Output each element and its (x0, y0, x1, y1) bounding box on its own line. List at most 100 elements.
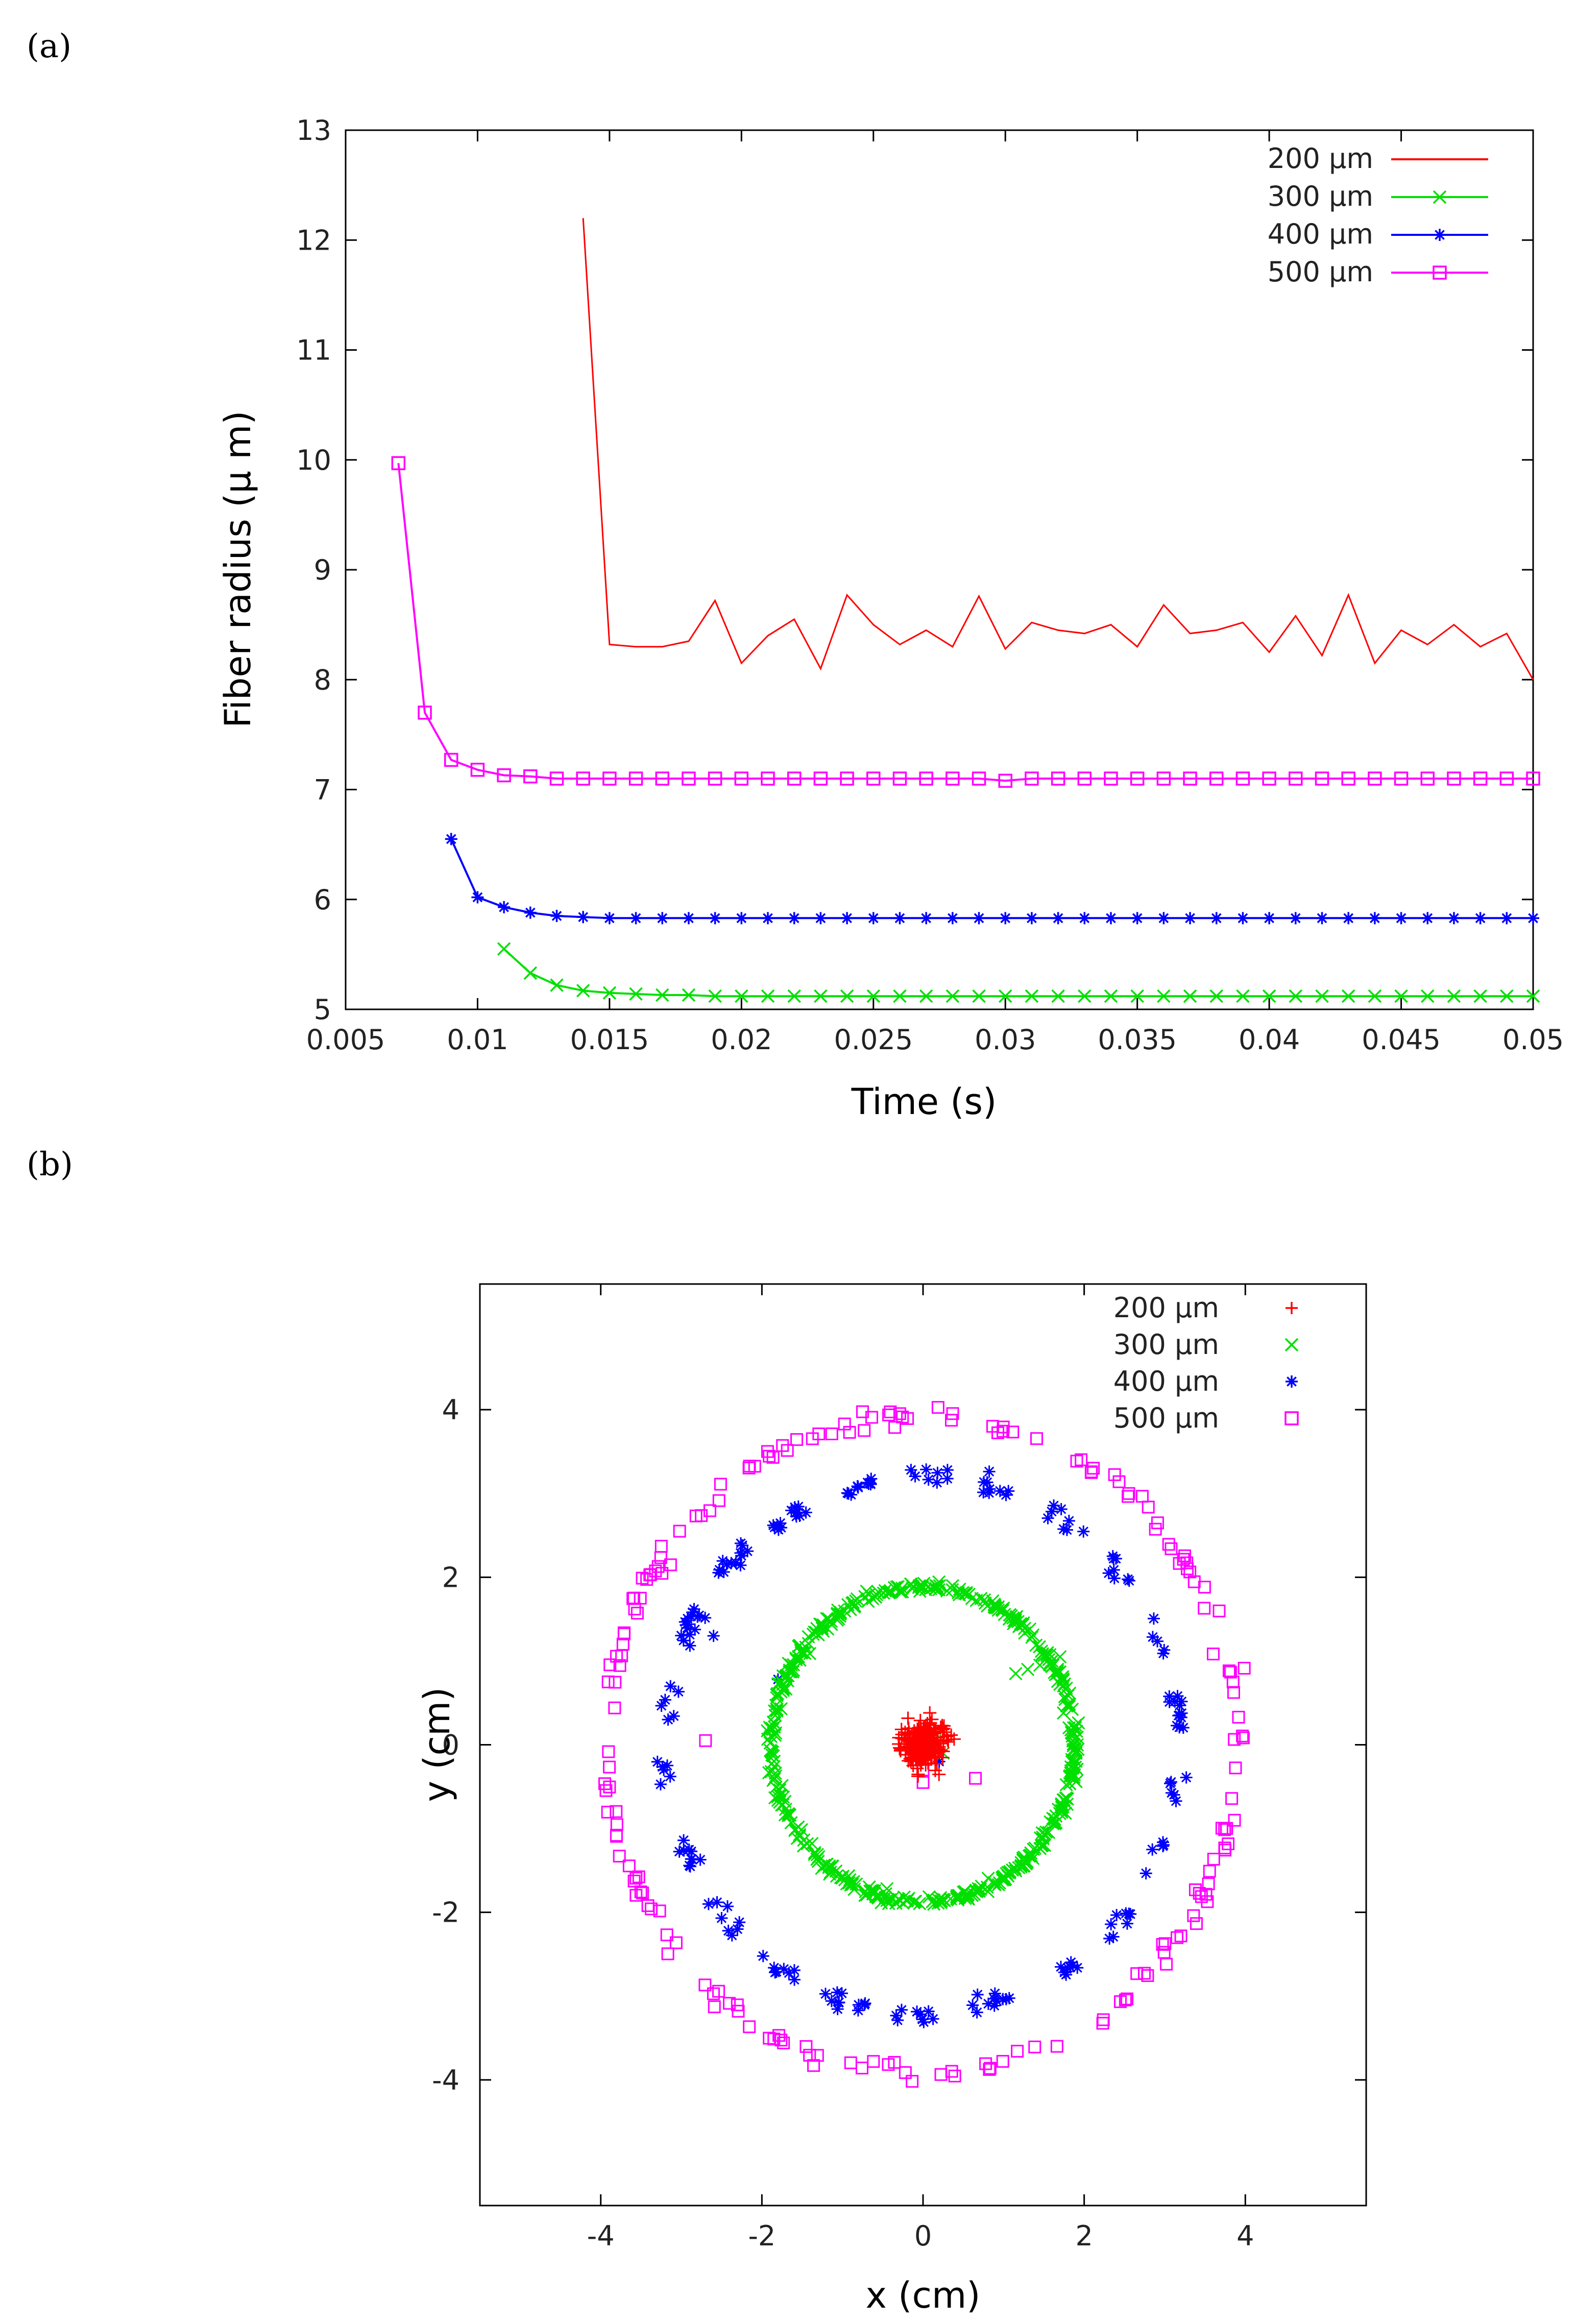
data-point (1526, 771, 1540, 786)
panel-label-b: (b) (27, 1146, 73, 1183)
data-point (965, 1889, 979, 1902)
data-point (707, 1630, 720, 1642)
data-point (656, 912, 669, 925)
data-point (959, 1586, 973, 1600)
data-point (418, 706, 432, 720)
series-400-line (450, 838, 1533, 919)
data-point (667, 1710, 680, 1723)
data-point (763, 1449, 776, 1463)
data-point (958, 1884, 972, 1899)
data-point (608, 1701, 621, 1714)
data-point (1222, 1664, 1235, 1678)
x-tick-label: 2 (1075, 2220, 1093, 2252)
data-point (941, 1472, 954, 1485)
data-point (1203, 1865, 1216, 1878)
series-200-line (582, 218, 1534, 681)
data-point (1175, 1711, 1187, 1724)
data-point (610, 1829, 623, 1842)
data-point (757, 1950, 769, 1963)
data-point (1087, 1462, 1100, 1475)
data-point (884, 1405, 897, 1418)
data-point (656, 1760, 669, 1773)
data-point (1236, 912, 1249, 925)
data-point (1056, 1793, 1070, 1807)
chart-b-x-tick-labels: -4 -2 0 2 4 (587, 2220, 1254, 2252)
data-point (928, 1763, 942, 1777)
data-point (1342, 912, 1355, 925)
data-point (1033, 1831, 1047, 1845)
data-point (1201, 1895, 1214, 1908)
data-point (673, 1845, 686, 1858)
data-point (743, 1460, 756, 1473)
data-point (577, 911, 590, 924)
data-point (912, 1741, 926, 1755)
x-tick-label: 0.04 (1239, 1024, 1300, 1056)
data-point (831, 1986, 843, 1999)
data-point (669, 1936, 683, 1949)
data-point (1011, 2045, 1024, 2058)
data-point (1122, 1573, 1134, 1586)
data-point (933, 1755, 945, 1768)
data-point (1057, 1522, 1070, 1535)
data-point (881, 1585, 895, 1599)
data-point (629, 1889, 643, 1902)
data-point (598, 1777, 612, 1790)
data-point (660, 1928, 673, 1942)
data-point (649, 1564, 662, 1578)
data-point (770, 1966, 783, 1978)
data-point (601, 1805, 614, 1819)
data-point (906, 1734, 919, 1748)
data-point (1173, 1699, 1186, 1712)
data-point (978, 1596, 992, 1610)
data-point (815, 1621, 829, 1635)
data-point (971, 1988, 984, 2001)
data-point (941, 1735, 955, 1749)
data-point (691, 1610, 704, 1623)
data-point (636, 1571, 649, 1585)
data-point (931, 1401, 944, 1414)
data-point (1213, 1604, 1226, 1617)
data-point (1053, 1678, 1067, 1691)
data-point (813, 771, 828, 786)
data-point (664, 1558, 677, 1571)
data-point (712, 1984, 725, 1998)
data-point (1107, 1563, 1120, 1576)
data-point (684, 1639, 696, 1652)
data-point (771, 1687, 785, 1701)
data-point (733, 1916, 746, 1929)
data-point (1225, 1792, 1239, 1805)
data-point (805, 1836, 819, 1851)
data-point (1137, 1967, 1151, 1980)
data-point (1289, 771, 1303, 786)
data-point (654, 1540, 668, 1553)
data-point (523, 769, 538, 784)
data-point (654, 1551, 667, 1564)
data-point (862, 1478, 875, 1490)
data-point (1048, 1665, 1061, 1680)
data-point (688, 1603, 700, 1615)
data-point (801, 1837, 814, 1851)
data-point (893, 1585, 907, 1599)
data-point (721, 1900, 734, 1913)
data-point (1341, 989, 1355, 1003)
data-point (1189, 1883, 1202, 1897)
data-point (694, 1853, 707, 1866)
data-point (1042, 1658, 1057, 1672)
data-point (892, 771, 907, 786)
data-point (928, 1749, 942, 1763)
data-point (497, 942, 511, 956)
data-point (1210, 912, 1223, 925)
chart-b-y-axis-title: y (cm) (416, 1687, 458, 1802)
chart-a-x-tick-labels: 0.005 0.01 0.015 0.02 0.025 0.03 0.035 0… (306, 1024, 1564, 1056)
data-point (629, 912, 642, 925)
data-point (929, 1579, 943, 1592)
data-point (1184, 912, 1197, 925)
data-point (945, 1414, 958, 1427)
chart-a-x-axis-title: Time (s) (851, 1081, 997, 1123)
data-point (946, 912, 959, 925)
data-point (840, 771, 854, 786)
data-point (920, 1463, 933, 1476)
data-point (1146, 1631, 1159, 1643)
data-point (730, 1556, 742, 1569)
data-point (498, 901, 511, 913)
